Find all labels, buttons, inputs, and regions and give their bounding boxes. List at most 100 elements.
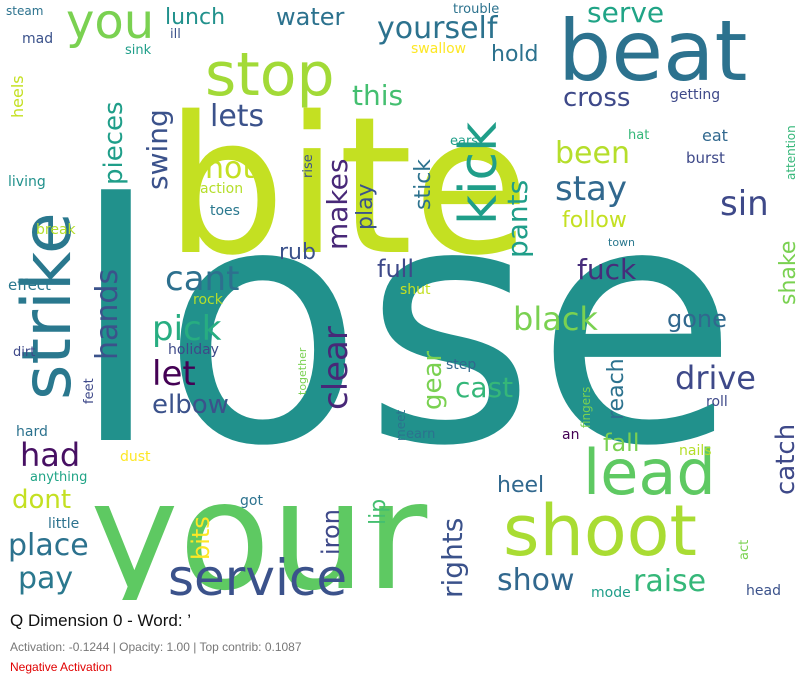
- cloud-word-swallow: swallow: [411, 41, 466, 57]
- cloud-word-feet: feet: [82, 378, 97, 404]
- cloud-word-step: step: [446, 357, 476, 373]
- cloud-word-attention: attention: [784, 125, 798, 180]
- cloud-word-dont: dont: [12, 485, 71, 515]
- cloud-word-lose: lose: [70, 134, 739, 518]
- cloud-word-fall: fall: [603, 429, 640, 457]
- cloud-word-black: black: [513, 300, 598, 338]
- cloud-word-stop: stop: [205, 40, 335, 110]
- cloud-word-dust: dust: [120, 449, 151, 465]
- cloud-word-place: place: [8, 528, 89, 563]
- cloud-word-sin: sin: [720, 184, 769, 224]
- cloud-word-you: you: [66, 0, 154, 50]
- cloud-word-play: play: [353, 183, 378, 230]
- cloud-word-bite: bite: [165, 76, 530, 297]
- activation-stats: Activation: -0.1244 | Opacity: 1.00 | To…: [10, 640, 302, 654]
- cloud-word-kick: kick: [449, 122, 509, 225]
- cloud-word-sink: sink: [125, 43, 152, 58]
- cloud-word-hold: hold: [491, 42, 538, 67]
- cloud-word-an: an: [562, 427, 579, 443]
- cloud-word-shoot: shoot: [503, 490, 697, 572]
- cloud-word-bits: bits: [187, 516, 215, 560]
- cloud-word-been: been: [555, 136, 630, 171]
- cloud-word-gear: gear: [418, 351, 448, 410]
- cloud-word-pants: pants: [501, 180, 534, 258]
- cloud-word-service: service: [168, 549, 347, 600]
- cloud-word-mad: mad: [22, 31, 53, 47]
- cloud-word-burst: burst: [686, 149, 725, 167]
- cloud-word-serve: serve: [587, 0, 664, 29]
- cloud-word-hot: hot: [205, 151, 254, 186]
- cloud-word-eat: eat: [702, 126, 728, 145]
- cloud-word-hands: hands: [90, 269, 125, 360]
- cloud-word-heel: heel: [497, 473, 544, 498]
- cloud-word-cant: cant: [165, 259, 239, 299]
- cloud-word-rights: rights: [436, 518, 469, 598]
- cloud-word-follow: follow: [562, 208, 627, 233]
- cloud-word-beat: beat: [558, 2, 747, 100]
- cloud-word-cast: cast: [455, 371, 513, 404]
- cloud-word-shut: shut: [400, 282, 431, 298]
- cloud-word-break: break: [36, 222, 77, 238]
- cloud-word-effect: effect: [8, 276, 51, 294]
- chart-title: Q Dimension 0 - Word: ’: [10, 611, 192, 630]
- cloud-word-pieces: pieces: [99, 101, 129, 185]
- cloud-word-stick: stick: [411, 159, 436, 210]
- cloud-word-pay: pay: [18, 561, 73, 596]
- cloud-word-roll: roll: [706, 394, 728, 410]
- cloud-word-hard: hard: [16, 424, 48, 440]
- cloud-word-yourself: yourself: [377, 11, 499, 46]
- cloud-word-makes: makes: [321, 159, 354, 250]
- cloud-word-cross: cross: [563, 83, 630, 113]
- cloud-word-together: together: [296, 347, 309, 395]
- cloud-word-ears: ears: [450, 134, 478, 149]
- cloud-word-elbow: elbow: [152, 390, 229, 420]
- cloud-word-drive: drive: [675, 359, 756, 397]
- cloud-word-rub: rub: [279, 240, 316, 265]
- cloud-word-iron: iron: [317, 509, 345, 555]
- cloud-word-action: action: [200, 181, 243, 197]
- cloud-word-lunch: lunch: [165, 5, 225, 30]
- cloud-word-let: let: [152, 354, 196, 394]
- cloud-word-show: show: [497, 563, 575, 598]
- cloud-word-strike: strike: [8, 212, 87, 400]
- cloud-word-head: head: [746, 583, 781, 599]
- cloud-word-anything: anything: [30, 470, 87, 485]
- cloud-word-stay: stay: [555, 169, 627, 209]
- cloud-word-rock: rock: [193, 292, 224, 308]
- cloud-word-mode: mode: [591, 585, 631, 600]
- cloud-word-fingers: fingers: [579, 387, 593, 428]
- cloud-word-had: had: [20, 436, 80, 474]
- cloud-word-gone: gone: [667, 305, 727, 333]
- cloud-word-clear: clear: [316, 326, 356, 410]
- cloud-word-act: act: [737, 540, 752, 560]
- cloud-word-catch: catch: [771, 424, 800, 495]
- cloud-word-ill: ill: [170, 27, 181, 42]
- cloud-word-got: got: [240, 493, 263, 509]
- cloud-word-water: water: [276, 3, 345, 31]
- cloud-word-lip: lip: [366, 499, 391, 525]
- cloud-word-lead: lead: [583, 436, 716, 509]
- cloud-word-fuck: fuck: [577, 253, 637, 286]
- cloud-word-town: town: [608, 236, 635, 249]
- cloud-word-full: full: [377, 255, 414, 283]
- activation-status: Negative Activation: [10, 660, 113, 674]
- cloud-word-lets: lets: [210, 99, 264, 134]
- cloud-word-little: little: [48, 516, 79, 532]
- cloud-word-rise: rise: [301, 154, 316, 178]
- cloud-word-meet: meet: [394, 410, 408, 441]
- cloud-word-trouble: trouble: [453, 2, 499, 17]
- cloud-word-toes: toes: [210, 203, 240, 219]
- cloud-word-getting: getting: [670, 87, 720, 103]
- cloud-word-living: living: [8, 174, 46, 190]
- cloud-word-earn: earn: [406, 427, 435, 442]
- cloud-word-this: this: [352, 79, 403, 112]
- cloud-word-nails: nails: [679, 443, 712, 459]
- cloud-word-heels: heels: [8, 75, 27, 118]
- cloud-word-dirt: dirt: [13, 345, 35, 360]
- cloud-word-shake: shake: [776, 241, 800, 305]
- cloud-word-raise: raise: [633, 564, 706, 599]
- cloud-word-reach: reach: [604, 358, 629, 420]
- cloud-word-steam: steam: [6, 4, 43, 18]
- cloud-word-hat: hat: [628, 128, 649, 143]
